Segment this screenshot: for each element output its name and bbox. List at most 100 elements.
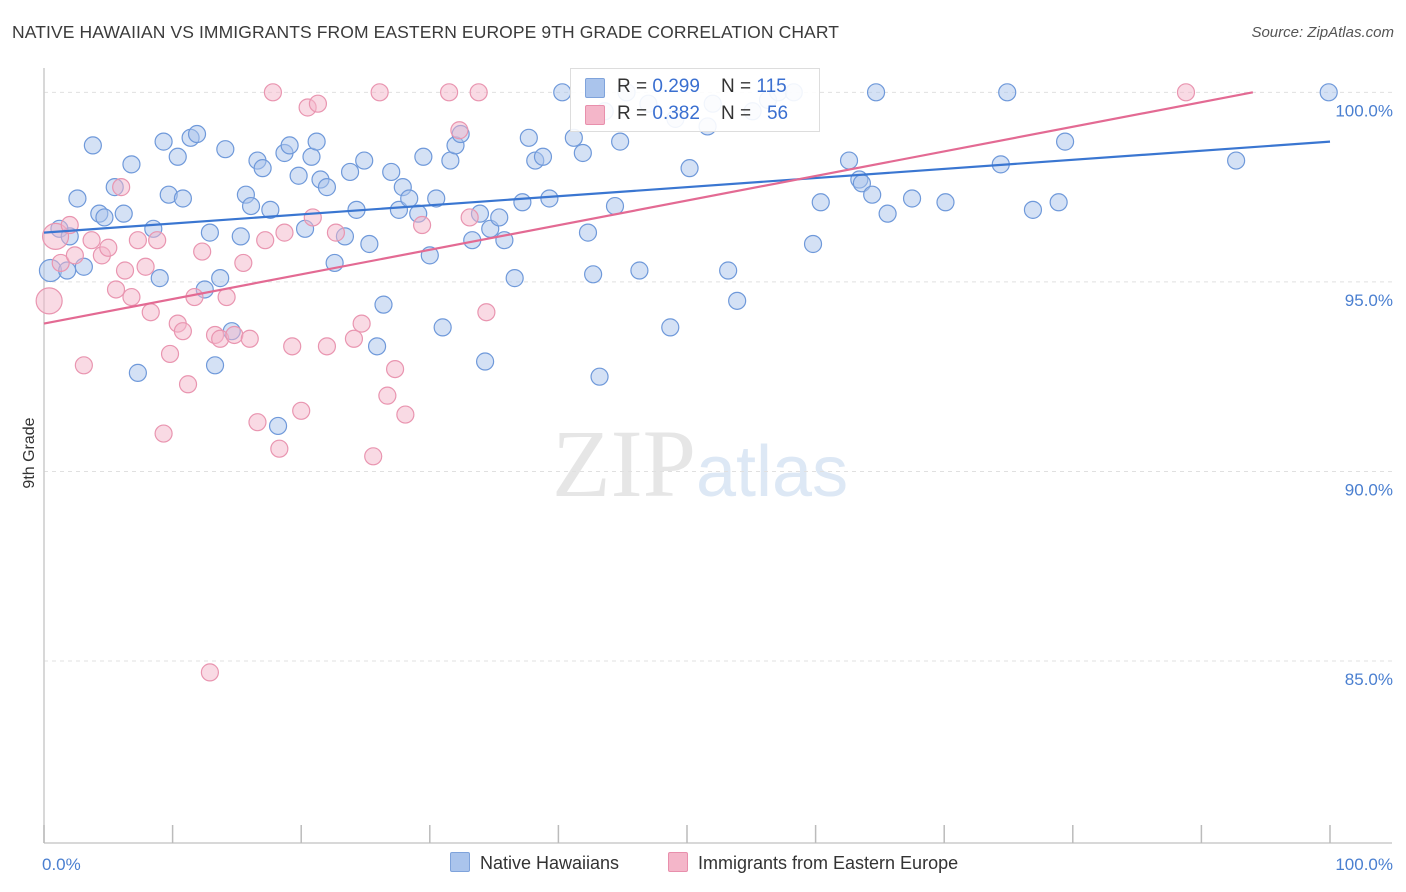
- native-hawaiian-point: [573, 143, 592, 163]
- legend-n-label: N =: [721, 103, 757, 124]
- y-tick-label: 90.0%: [1345, 480, 1393, 499]
- native-hawaiian-point: [216, 140, 235, 159]
- native-hawaiian-point: [154, 132, 173, 151]
- eastern-europe-point: [378, 386, 397, 405]
- native-hawaiian-point: [241, 196, 261, 216]
- native-hawaiian-point: [83, 136, 102, 155]
- native-hawaiian-point: [253, 159, 272, 178]
- eastern-europe-point: [326, 223, 346, 242]
- native-hawaiian-point: [605, 196, 625, 216]
- native-hawaiian-point: [367, 337, 387, 356]
- native-hawaiian-point: [187, 124, 207, 144]
- eastern-europe-point: [51, 253, 70, 273]
- eastern-europe-point: [477, 303, 496, 322]
- native-hawaiian-point: [863, 185, 882, 204]
- native-hawaiian-point: [441, 151, 460, 170]
- native-hawaiian-point: [374, 295, 393, 314]
- eastern-europe-point: [240, 329, 259, 348]
- eastern-europe-point: [141, 303, 160, 322]
- native-hawaiian-point: [611, 132, 630, 151]
- eastern-europe-point: [35, 287, 63, 315]
- native-hawaiian-trend-line: [43, 140, 1331, 234]
- eastern-europe-point: [106, 280, 126, 299]
- eastern-europe-point: [256, 231, 275, 250]
- native-hawaiian-point: [878, 204, 897, 223]
- native-hawaiian-point: [803, 234, 823, 254]
- y-tick-label: 95.0%: [1345, 291, 1393, 310]
- eastern-europe-point: [122, 287, 141, 307]
- watermark-zip: ZIP: [552, 410, 696, 517]
- native-hawaiian-point: [355, 151, 374, 170]
- eastern-europe-point: [275, 223, 294, 242]
- chart-title: NATIVE HAWAIIAN VS IMMIGRANTS FROM EASTE…: [12, 22, 840, 42]
- eastern-europe-point: [385, 359, 405, 379]
- native-hawaiian-point: [578, 223, 598, 242]
- axis-labels: 85.0% 90.0% 95.0% 100.0% 0.0% 100.0% 9th Grade: [21, 101, 1393, 874]
- eastern-europe-point: [317, 337, 337, 356]
- correlation-legend: R = 0.299 N = 115 R = 0.382 N = 56: [570, 68, 820, 132]
- native-hawaiian-point: [205, 356, 225, 375]
- native-hawaiian-point: [400, 189, 419, 208]
- native-hawaiian-point: [261, 200, 280, 219]
- eastern-europe-point: [308, 94, 328, 113]
- eastern-europe-point: [412, 215, 432, 235]
- native-hawaiian-point: [173, 189, 192, 208]
- eastern-europe-point: [439, 83, 459, 102]
- native-hawaiian-point: [505, 269, 524, 288]
- eastern-europe-point: [1176, 83, 1196, 102]
- native-hawaiian-point: [317, 178, 337, 197]
- eastern-europe-point: [154, 424, 173, 443]
- native-hawaiian-point: [1049, 193, 1068, 212]
- eastern-europe-point: [193, 242, 212, 261]
- eastern-europe-point: [248, 413, 267, 432]
- grid-lines: [44, 91, 1392, 662]
- native-hawaiian-point: [540, 189, 559, 208]
- eastern-europe-point: [128, 231, 147, 250]
- native-hawaiian-point: [839, 151, 859, 170]
- y-axis-title: 9th Grade: [21, 417, 38, 488]
- eastern-europe-point: [200, 663, 219, 682]
- eastern-europe-point: [225, 325, 244, 345]
- x-tick-label: 100.0%: [1335, 855, 1393, 874]
- native-hawaiian-point: [211, 269, 230, 288]
- bottom-legend-swatch-pink: [668, 852, 688, 872]
- native-hawaiian-point: [168, 147, 187, 166]
- eastern-europe-point: [112, 178, 131, 197]
- native-hawaiian-point: [150, 269, 169, 288]
- watermark-atlas: atlas: [696, 432, 849, 512]
- native-hawaiian-point: [584, 265, 603, 284]
- eastern-europe-point: [352, 314, 371, 333]
- bottom-legend-label: Native Hawaiians: [480, 853, 620, 873]
- native-hawaiian-point: [661, 318, 680, 337]
- eastern-europe-point: [396, 405, 415, 424]
- eastern-europe-point: [283, 337, 302, 356]
- native-hawaiian-point: [902, 189, 922, 208]
- native-hawaiian-point: [268, 416, 288, 436]
- native-hawaiian-point: [360, 234, 379, 254]
- native-hawaiian-point: [866, 83, 886, 102]
- watermark: ZIPatlas: [552, 408, 848, 519]
- y-tick-label: 85.0%: [1345, 670, 1393, 689]
- native-hawaiian-point: [427, 189, 446, 208]
- native-hawaiian-point: [1319, 83, 1338, 102]
- native-hawaiian-point: [936, 193, 955, 212]
- native-hawaiian-point: [307, 132, 326, 151]
- series-native-hawaiians: [38, 83, 1338, 436]
- eastern-europe-point: [370, 83, 389, 102]
- native-hawaiian-point: [998, 83, 1017, 102]
- native-hawaiian-point: [382, 162, 401, 182]
- eastern-europe-trend-line: [43, 91, 1254, 325]
- native-hawaiian-point: [289, 166, 308, 185]
- eastern-europe-point: [460, 208, 479, 227]
- eastern-europe-point: [82, 231, 101, 250]
- native-hawaiian-point: [433, 318, 452, 337]
- bottom-legend-label: Immigrants from Eastern Europe: [698, 853, 959, 873]
- x-tick-label: 0.0%: [42, 855, 81, 874]
- legend-r-value: 0.299: [652, 76, 700, 97]
- native-hawaiian-point: [114, 204, 133, 223]
- eastern-europe-point: [60, 215, 79, 235]
- eastern-europe-point: [344, 329, 364, 348]
- eastern-europe-point: [469, 83, 488, 102]
- series-immigrants-eastern-europe: [35, 83, 1196, 682]
- legend-n-value: 56: [766, 103, 789, 124]
